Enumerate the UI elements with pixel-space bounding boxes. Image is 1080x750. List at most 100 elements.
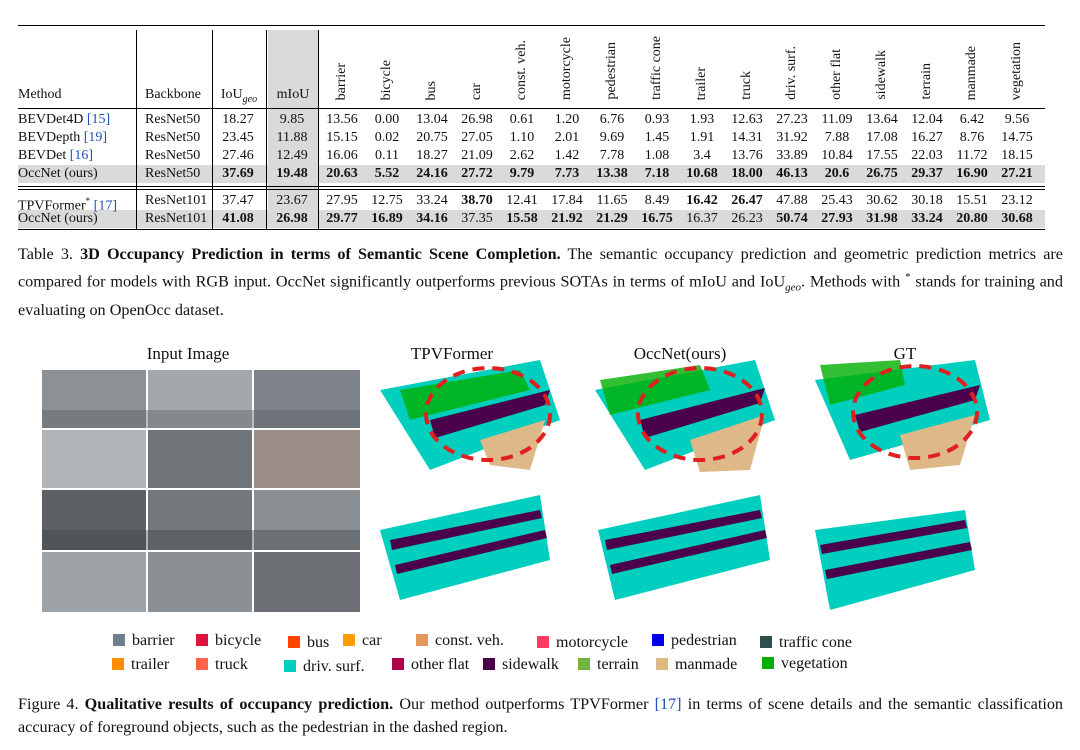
value-cell: 9.56 (1004, 112, 1030, 127)
value-cell: 20.6 (824, 166, 850, 181)
value-cell: 21.09 (461, 148, 493, 163)
citation: [17] (93, 198, 117, 214)
value-cell: 16.42 (686, 193, 718, 208)
legend-item: driv. surf. (284, 658, 365, 676)
value-cell: 5.52 (374, 166, 400, 181)
method-name: BEVDepth (18, 130, 81, 145)
legend-item: sidewalk (483, 656, 559, 674)
value-cell: 11.72 (956, 148, 988, 163)
value-cell: 22.03 (911, 148, 943, 163)
panel-title: GT (893, 344, 917, 363)
caption-text: in terms of scene details and the semant… (18, 695, 1064, 736)
value-cell: 17.84 (551, 193, 583, 208)
value-cell: 16.37 (686, 211, 718, 226)
legend-swatch (113, 634, 125, 646)
legend-label: car (362, 632, 382, 649)
row-highlight (18, 210, 1045, 228)
method-cell: BEVDet [16] (18, 147, 93, 165)
method-cell: BEVDepth [19] (18, 129, 107, 147)
method-name: OccNet (ours) (18, 211, 98, 226)
value-cell: 29.37 (911, 166, 943, 181)
value-cell: 26.47 (731, 193, 763, 208)
value-cell: 31.92 (776, 130, 808, 145)
value-cell: 23.67 (276, 193, 308, 208)
value-cell: 26.23 (731, 211, 763, 226)
panel-title: Input Image (146, 344, 230, 363)
method-cell: OccNet (ours) (18, 165, 98, 183)
value-cell: 24.16 (416, 166, 448, 181)
value-cell: 27.95 (326, 193, 358, 208)
method-name: BEVDet4D (18, 112, 84, 127)
legend-swatch (343, 634, 355, 646)
rule (18, 186, 1045, 187)
value-cell: 12.63 (731, 112, 763, 127)
legend-label: other flat (411, 656, 470, 673)
value-cell: 8.76 (959, 130, 985, 145)
header-text: IoU (220, 87, 243, 102)
value-cell: 9.69 (599, 130, 625, 145)
value-cell: 50.74 (776, 211, 808, 226)
legend-swatch (762, 657, 774, 669)
legend-item: truck (196, 656, 248, 674)
value-cell: 9.79 (509, 166, 535, 181)
value-cell: 7.88 (824, 130, 850, 145)
caption-label: Table 3. (18, 245, 73, 263)
value-cell: 13.64 (866, 112, 898, 127)
citation: [17] (654, 695, 682, 713)
legend-label: pedestrian (671, 632, 737, 649)
legend-swatch (288, 636, 300, 648)
value-cell: 25.43 (821, 193, 853, 208)
column-header: truck (739, 71, 754, 100)
value-cell: 14.75 (1001, 130, 1033, 145)
column-header: car (469, 82, 484, 100)
figure-images (42, 360, 990, 612)
value-cell: 10.68 (686, 166, 718, 181)
column-highlight (268, 30, 318, 228)
legend-label: bus (307, 634, 330, 651)
value-cell: 13.56 (326, 112, 358, 127)
value-cell: 7.73 (554, 166, 580, 181)
legend-item: trailer (112, 656, 169, 674)
value-cell: 37.69 (222, 166, 254, 181)
value-cell: 1.08 (644, 148, 670, 163)
column-header: other flat (829, 49, 844, 100)
legend-item: barrier (113, 632, 175, 650)
column-header: sidewalk (874, 50, 889, 100)
value-cell: 14.31 (731, 130, 763, 145)
method-cell: TPVFormer* [17] (18, 192, 117, 216)
column-header: IoUgeo (216, 86, 262, 109)
legend-swatch (112, 658, 124, 670)
value-cell: 18.27 (416, 148, 448, 163)
backbone-cell: ResNet101 (145, 193, 208, 208)
legend-swatch (284, 660, 296, 672)
backbone-cell: ResNet50 (145, 166, 201, 181)
value-cell: 27.46 (222, 148, 254, 163)
legend-swatch (483, 658, 495, 670)
gt-render (815, 360, 990, 610)
row-highlight (18, 165, 1045, 183)
legend-item: bus (288, 634, 329, 652)
value-cell: 17.55 (866, 148, 898, 163)
legend-swatch (537, 636, 549, 648)
value-cell: 23.12 (1001, 193, 1033, 208)
column-header: Backbone (145, 87, 201, 102)
value-cell: 11.88 (276, 130, 308, 145)
column-header: motorcycle (559, 37, 574, 100)
value-cell: 7.18 (644, 166, 670, 181)
caption-text: . Methods with (801, 271, 901, 290)
legend-item: other flat (392, 656, 469, 674)
value-cell: 0.61 (509, 112, 535, 127)
column-header: Method (18, 87, 62, 102)
method-name: TPVFormer (18, 198, 86, 214)
rule (18, 108, 1045, 109)
legend-label: driv. surf. (303, 658, 365, 675)
backbone-cell: ResNet50 (145, 112, 201, 127)
caption-label: Figure 4. (18, 695, 79, 713)
value-cell: 15.58 (506, 211, 538, 226)
rule (212, 30, 213, 229)
rule (318, 30, 319, 229)
value-cell: 1.45 (644, 130, 670, 145)
legend-swatch (196, 634, 208, 646)
value-cell: 15.15 (326, 130, 358, 145)
legend-swatch (652, 634, 664, 646)
